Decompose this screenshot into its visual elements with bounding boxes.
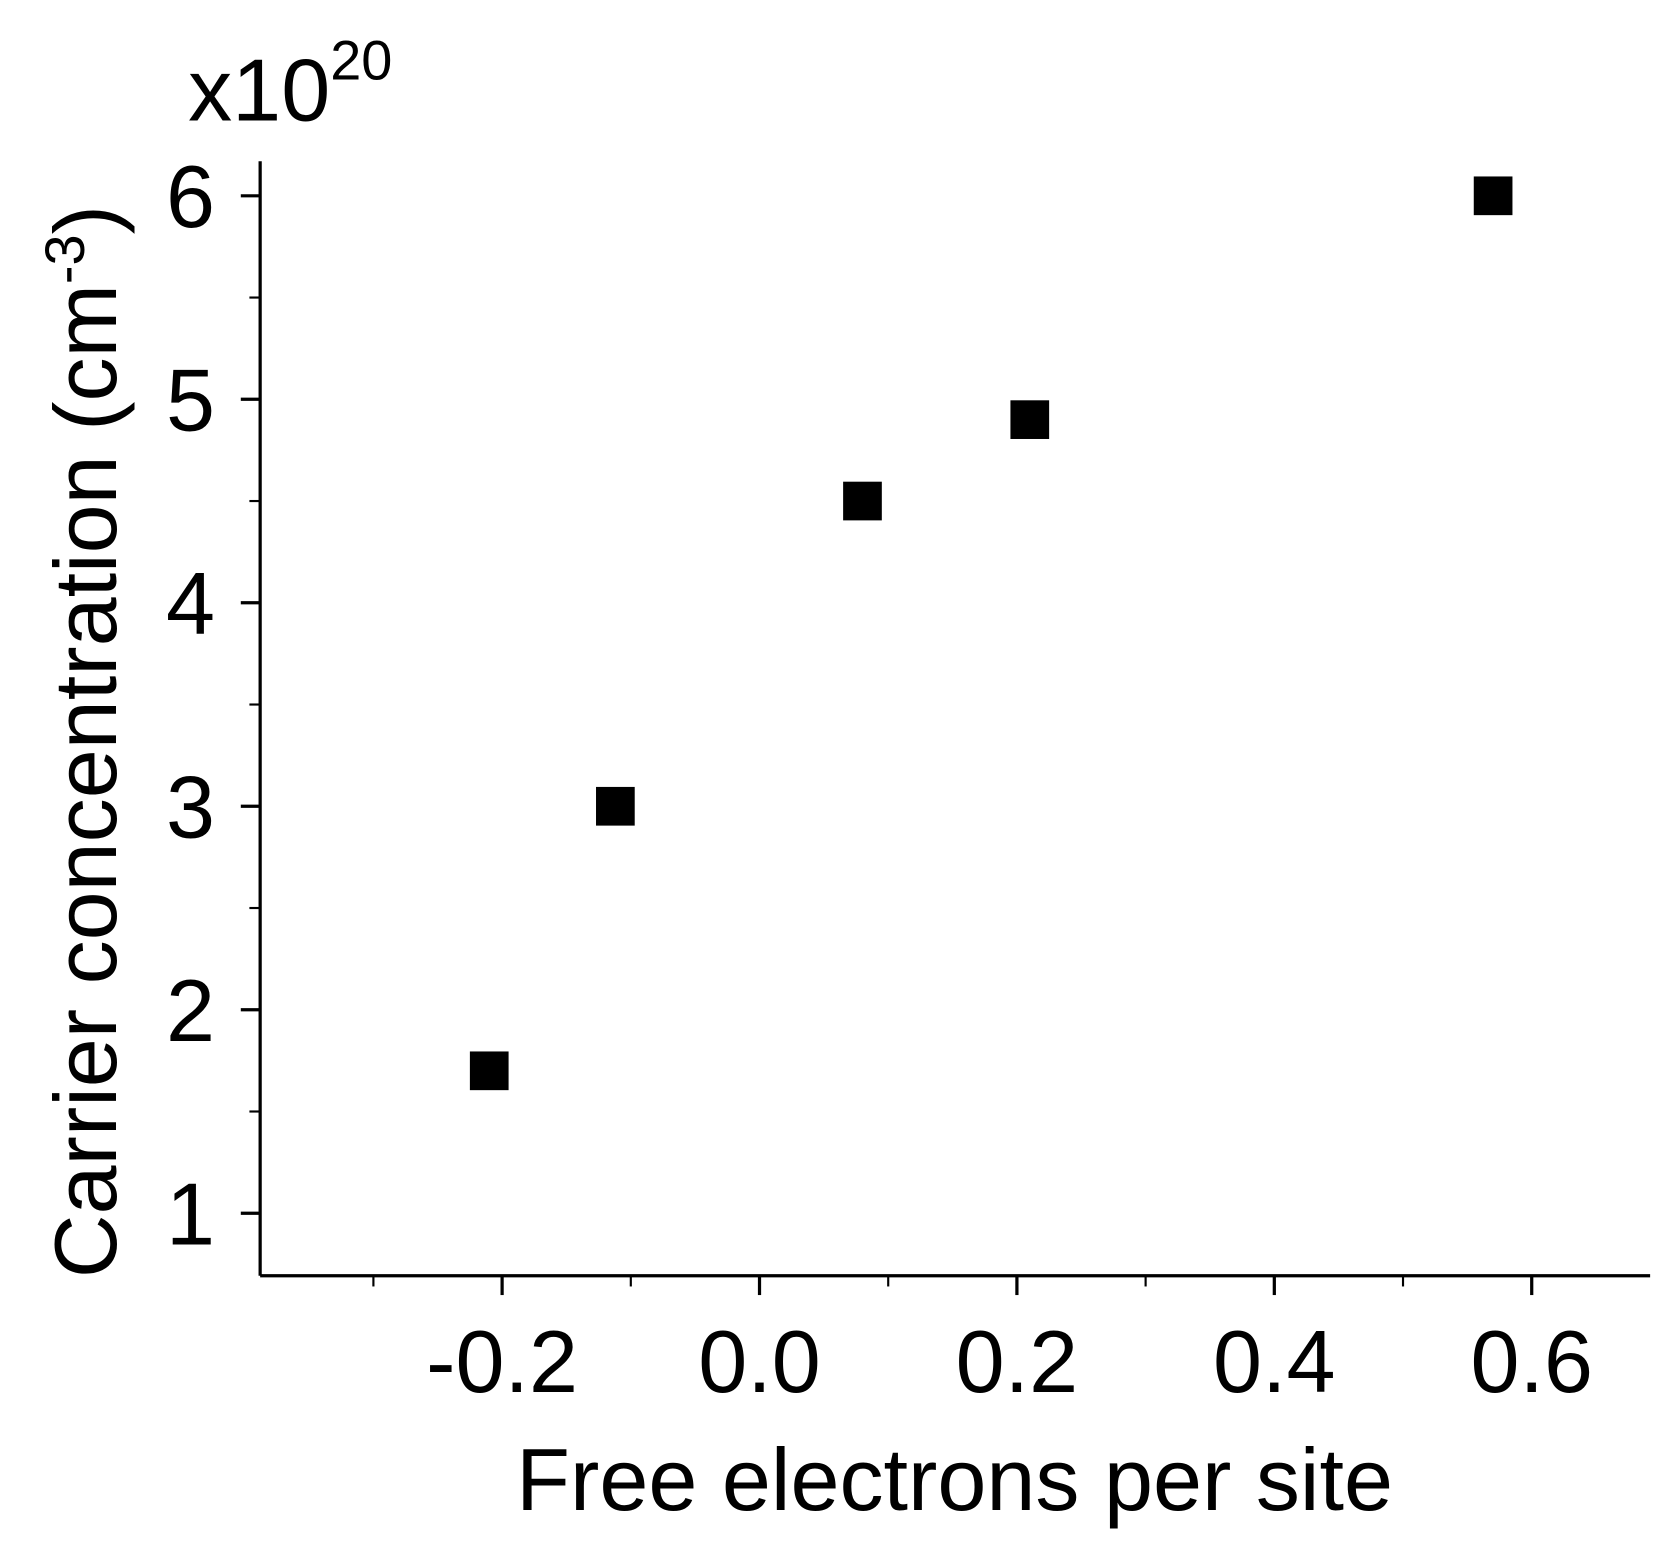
y-axis-title: Carrier concentration (cm-3) (33, 205, 135, 1278)
y-tick-label: 3 (166, 757, 215, 856)
point (1010, 400, 1050, 439)
point (469, 1051, 509, 1091)
y-multiplier-base: x10 (188, 40, 330, 139)
y-tick-label: 4 (166, 554, 215, 653)
x-tick-label: 0.4 (1213, 1312, 1336, 1411)
point (596, 786, 635, 826)
y-axis-title-superscript: -3 (33, 234, 96, 284)
x-tick-label: 0.0 (698, 1312, 821, 1411)
point (1473, 176, 1513, 216)
y-axis-title-end: ) (36, 205, 135, 234)
x-tick-label: 0.2 (956, 1312, 1079, 1411)
x-tick-label: 0.6 (1470, 1312, 1593, 1411)
point (843, 481, 882, 521)
y-tick-label: 1 (166, 1164, 215, 1263)
y-tick-label: 2 (166, 961, 215, 1060)
y-multiplier-exponent: 20 (330, 29, 392, 92)
x-tick-label: -0.2 (426, 1312, 578, 1411)
y-tick-label: 6 (166, 147, 215, 246)
y-tick-label: 5 (166, 350, 215, 449)
y-multiplier: x1020 (188, 29, 392, 140)
x-axis-title: Free electrons per site (516, 1430, 1393, 1529)
y-axis-title-main: Carrier concentration (cm (36, 284, 135, 1278)
